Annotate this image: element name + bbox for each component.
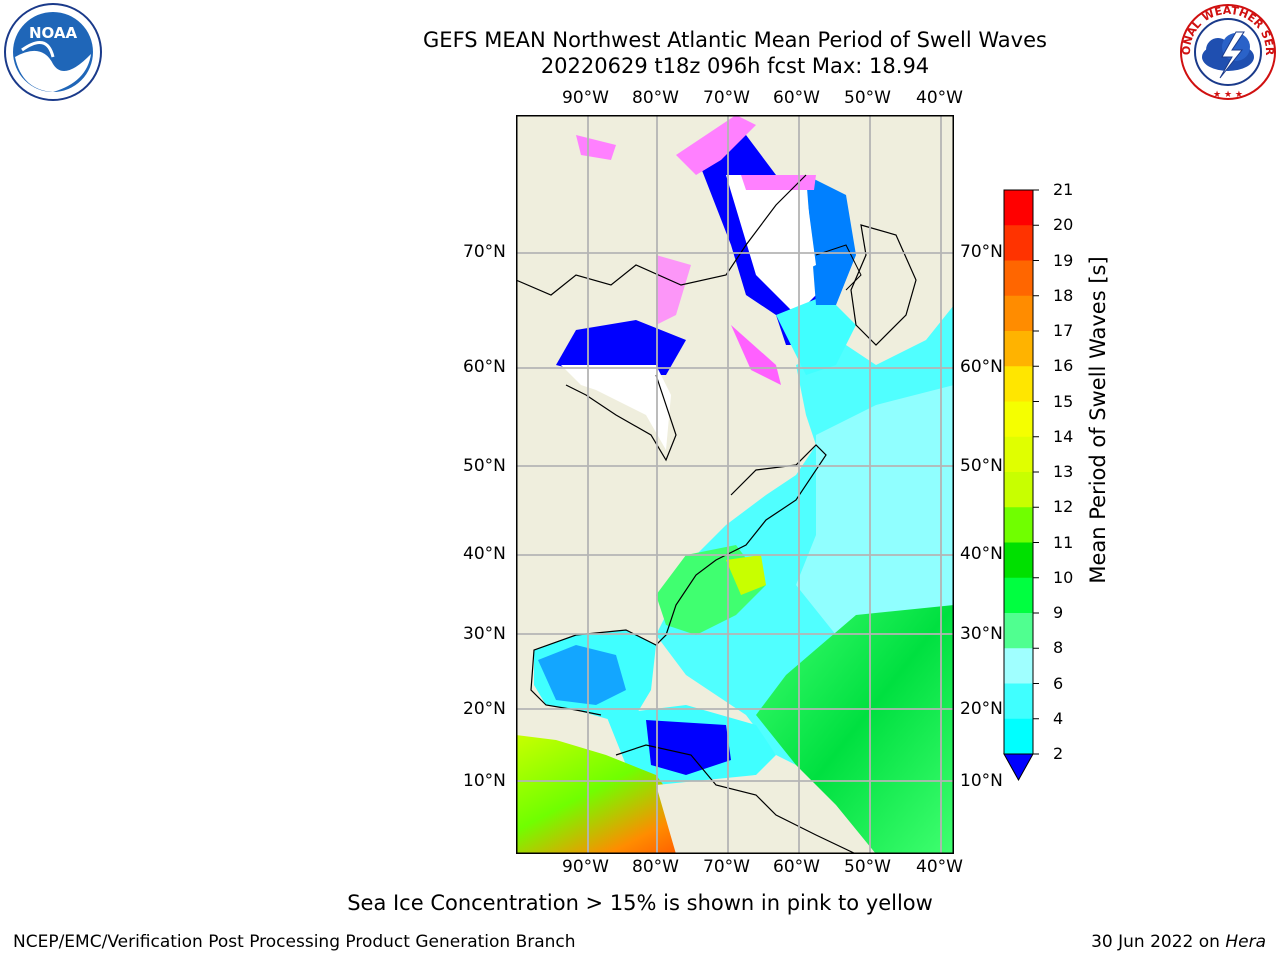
colorbar-segment: [1004, 190, 1033, 226]
lon-label-top-60w: 60°W: [773, 88, 820, 108]
lon-label-top-50w: 50°W: [844, 88, 891, 108]
colorbar-segment: [1004, 436, 1033, 473]
lat-label-right-70n: 70°N: [960, 242, 1003, 262]
colorbar-tick-label: 15: [1053, 391, 1074, 411]
lat-label-right-40n: 40°N: [960, 544, 1003, 564]
footer-date: 30 Jun 2022 on Hera: [1091, 932, 1266, 952]
colorbar-tick-label: 8: [1053, 638, 1064, 658]
colorbar-segment: [1004, 472, 1033, 508]
lat-label-left-30n: 30°N: [463, 624, 506, 644]
colorbar-segment: [1004, 718, 1033, 755]
lat-label-left-10n: 10°N: [463, 771, 506, 791]
lat-label-left-50n: 50°N: [463, 456, 506, 476]
colorbar-tick-label: 6: [1053, 673, 1064, 693]
colorbar-tick-label: 21: [1053, 180, 1074, 199]
lat-label-right-60n: 60°N: [960, 357, 1003, 377]
svg-text:★ ★ ★: ★ ★ ★: [1213, 90, 1243, 100]
lon-label-bottom-40w: 40°W: [916, 857, 963, 877]
ice-edge-pink: [676, 115, 756, 175]
lat-label-right-10n: 10°N: [960, 771, 1003, 791]
lat-label-right-30n: 30°N: [960, 624, 1003, 644]
lon-label-bottom-60w: 60°W: [773, 857, 820, 877]
title-line-1: GEFS MEAN Northwest Atlantic Mean Period…: [423, 28, 1047, 52]
colorbar-segment: [1004, 613, 1033, 649]
lon-label-top-90w: 90°W: [562, 88, 609, 108]
colorbar-tick-label: 17: [1053, 321, 1074, 340]
colorbar-segment: [1004, 542, 1033, 579]
colorbar-tick-label: 9: [1053, 603, 1064, 622]
lat-label-left-70n: 70°N: [463, 242, 506, 262]
coastline-greenland: [850, 224, 917, 346]
colorbar-tick-label: 18: [1053, 285, 1074, 305]
colorbar-segment: [1004, 401, 1033, 438]
noaa-logo: NOAA: [4, 3, 102, 101]
sea-ice-note: Sea Ice Concentration > 15% is shown in …: [347, 891, 933, 915]
title-line-2: 20220629 t18z 096h fcst Max: 18.94: [540, 54, 930, 78]
footer-date-text: 30 Jun 2022 on: [1091, 932, 1226, 952]
coastline-east-us: [530, 444, 827, 716]
colorbar-tick-label: 13: [1053, 462, 1074, 481]
noaa-logo-text: NOAA: [29, 24, 78, 42]
colorbar-segment: [1004, 683, 1033, 720]
lat-label-right-20n: 20°N: [960, 699, 1003, 719]
colorbar-tick-label: 12: [1053, 497, 1074, 517]
footer-host: Hera: [1225, 932, 1266, 952]
nws-logo: NATIONAL WEATHER SERVICE NATIONAL WEATHE…: [1178, 2, 1276, 100]
ocean-light: [796, 385, 954, 675]
lon-label-bottom-80w: 80°W: [632, 857, 679, 877]
lat-label-left-40n: 40°N: [463, 544, 506, 564]
colorbar-segment: [1004, 648, 1033, 684]
colorbar-segment: [1004, 295, 1033, 332]
colorbar-tick-label: 16: [1053, 356, 1074, 376]
colorbar-tick-label: 14: [1053, 426, 1074, 446]
lon-label-top-80w: 80°W: [632, 88, 679, 108]
footer-org: NCEP/EMC/Verification Post Processing Pr…: [13, 932, 576, 952]
gulfstream-yellow: [726, 555, 766, 595]
nws-logo-text: NATIONAL WEATHER SERVICE: [1221, 8, 1236, 11]
lon-label-bottom-50w: 50°W: [844, 857, 891, 877]
colorbar-segment: [1004, 366, 1033, 402]
lon-label-top-70w: 70°W: [703, 88, 750, 108]
colorbar-segment: [1004, 260, 1033, 297]
colorbar: [1003, 189, 1039, 782]
lat-label-left-60n: 60°N: [463, 357, 506, 377]
page-title: GEFS MEAN Northwest Atlantic Mean Period…: [0, 27, 1280, 79]
colorbar-title: Mean Period of Swell Waves [s]: [1086, 256, 1110, 584]
coastline-hudson: [565, 374, 677, 462]
map-frame: [516, 115, 954, 854]
colorbar-segment: [1004, 577, 1033, 614]
colorbar-segment: [1004, 225, 1033, 261]
lat-label-right-50n: 50°N: [960, 456, 1003, 476]
lon-label-bottom-70w: 70°W: [703, 857, 750, 877]
coastline-south-america: [615, 744, 857, 854]
colorbar-segment: [1004, 507, 1033, 543]
colorbar-tick-label: 20: [1053, 215, 1074, 235]
coastline-north: [516, 174, 807, 296]
map-gridlines: [516, 115, 954, 854]
ocean-green: [756, 605, 954, 854]
colorbar-tick-label: 4: [1053, 708, 1064, 728]
colorbar-tick-label: 10: [1053, 567, 1074, 587]
colorbar-tick-label: 2: [1053, 744, 1064, 763]
colorbar-extend-arrow: [1003, 753, 1034, 782]
colorbar-segment: [1004, 331, 1033, 367]
map-panel: [516, 115, 954, 854]
lat-label-left-20n: 20°N: [463, 699, 506, 719]
lon-label-top-40w: 40°W: [916, 88, 963, 108]
colorbar-tick-label: 19: [1053, 250, 1074, 270]
colorbar-tick-label: 11: [1053, 532, 1074, 552]
lon-label-bottom-90w: 90°W: [562, 857, 609, 877]
